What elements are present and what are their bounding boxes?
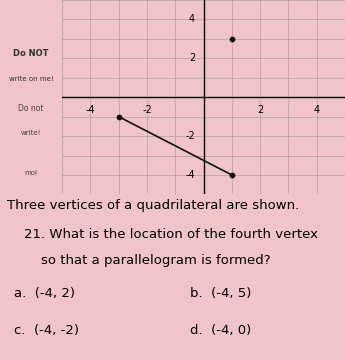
Text: write!: write!: [21, 130, 41, 136]
Text: mol: mol: [24, 170, 38, 176]
Text: -4: -4: [186, 170, 195, 180]
Text: 21. What is the location of the fourth vertex: 21. What is the location of the fourth v…: [24, 228, 318, 240]
Text: 2: 2: [257, 105, 263, 115]
Text: b.  (-4, 5): b. (-4, 5): [190, 287, 251, 300]
Text: Do NOT: Do NOT: [13, 49, 49, 58]
Text: -2: -2: [142, 105, 152, 115]
Text: c.  (-4, -2): c. (-4, -2): [14, 324, 79, 337]
Text: so that a parallelogram is formed?: so that a parallelogram is formed?: [41, 254, 271, 267]
Text: 4: 4: [314, 105, 320, 115]
Text: a.  (-4, 2): a. (-4, 2): [14, 287, 75, 300]
Text: d.  (-4, 0): d. (-4, 0): [190, 324, 251, 337]
Text: 2: 2: [189, 53, 195, 63]
Text: -2: -2: [185, 131, 195, 141]
Text: 4: 4: [189, 14, 195, 24]
Text: write on me!: write on me!: [9, 76, 53, 82]
Text: Do not: Do not: [18, 104, 44, 112]
Text: Three vertices of a quadrilateral are shown.: Three vertices of a quadrilateral are sh…: [7, 199, 299, 212]
Text: -4: -4: [86, 105, 95, 115]
